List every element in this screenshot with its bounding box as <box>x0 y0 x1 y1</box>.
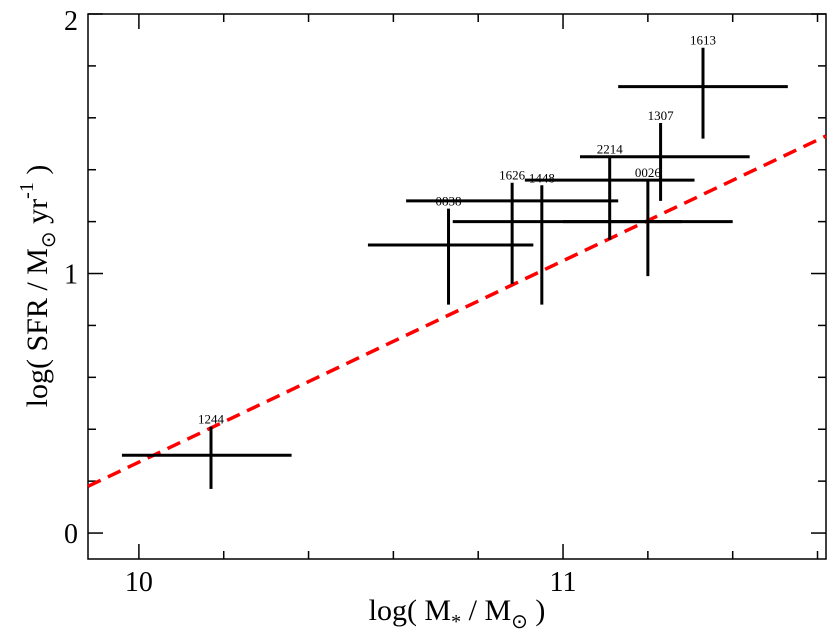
data-point-1244: 1244 <box>121 412 292 489</box>
major-ticks <box>88 13 826 559</box>
plot-frame <box>87 13 827 560</box>
x-axis-label: log( M* / M⊙ ) <box>369 594 546 633</box>
x-tick-label: 10 <box>125 567 153 598</box>
data-point-1307: 1307 <box>580 108 750 201</box>
point-label: 1244 <box>198 412 225 427</box>
data-point-0026: 0026 <box>563 165 733 277</box>
point-label: 1613 <box>690 33 716 48</box>
point-label: 1448 <box>529 170 555 185</box>
point-label: 1626 <box>499 168 526 183</box>
tick-labels: 10 11 0 1 2 <box>64 6 577 598</box>
fit-line <box>87 134 827 488</box>
data-point-1626: 1626 <box>406 168 619 284</box>
y-tick-label: 2 <box>64 6 78 37</box>
fit-line-group <box>87 134 827 488</box>
point-label: 0026 <box>635 165 662 180</box>
point-label: 2214 <box>597 142 624 157</box>
y-tick-label: 1 <box>64 260 78 291</box>
minor-ticks <box>88 14 826 559</box>
data-points: 1244 0838 1626 1448 2214 0026 1307 1613 <box>121 33 788 489</box>
data-point-2214: 2214 <box>524 142 695 240</box>
x-tick-label: 11 <box>550 567 577 598</box>
point-label: 1307 <box>648 108 675 123</box>
data-point-0838: 0838 <box>367 194 534 305</box>
y-tick-label: 0 <box>64 519 78 550</box>
data-point-1613: 1613 <box>618 33 788 139</box>
y-axis-label: log( SFR / M⊙ yr-1 ) <box>16 165 60 408</box>
